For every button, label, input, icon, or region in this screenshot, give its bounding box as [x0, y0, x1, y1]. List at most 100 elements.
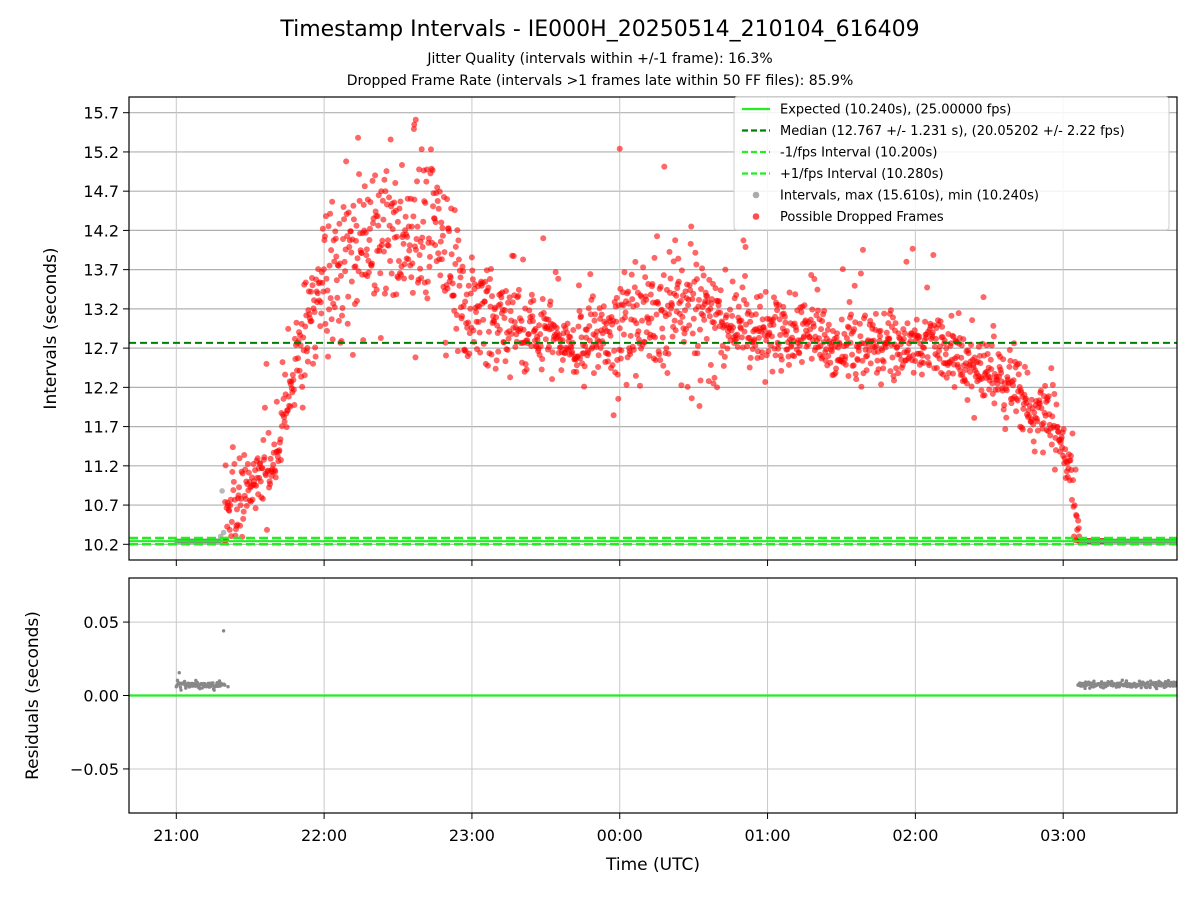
dropped-frame-point — [675, 278, 682, 285]
dropped-frame-point — [673, 292, 680, 299]
dropped-frame-point — [859, 357, 866, 364]
dropped-frame-point — [312, 353, 319, 360]
dropped-frame-point — [409, 260, 416, 267]
dropped-frame-point — [597, 345, 604, 352]
dropped-frame-point — [529, 318, 536, 325]
dropped-frame-point — [919, 352, 926, 359]
dropped-frame-point — [477, 349, 484, 356]
dropped-frame-point — [295, 355, 302, 362]
dropped-frame-point — [791, 353, 798, 360]
legend-swatch-marker — [752, 213, 760, 220]
dropped-frame-point — [929, 329, 936, 336]
dropped-frame-point — [947, 340, 954, 347]
dropped-frame-point — [825, 321, 832, 328]
dropped-frame-point — [667, 275, 674, 282]
dropped-frame-point — [661, 163, 668, 170]
intervals-plot-area — [129, 116, 1177, 546]
dropped-frame-point — [228, 518, 235, 525]
dropped-frame-point — [613, 294, 620, 301]
dropped-frame-point — [660, 362, 667, 369]
dropped-frame-point — [363, 252, 370, 259]
dropped-frame-point — [814, 286, 821, 293]
dropped-frame-point — [987, 356, 994, 363]
dropped-frame-point — [670, 258, 677, 265]
dropped-frame-point — [696, 402, 703, 409]
dropped-frame-point — [439, 224, 446, 231]
dropped-frame-point — [939, 323, 946, 330]
dropped-frame-point — [692, 249, 699, 256]
dropped-frame-point — [540, 235, 547, 242]
dropped-frame-point — [640, 264, 647, 271]
dropped-frame-point — [1038, 405, 1045, 412]
dropped-frame-point — [317, 299, 324, 306]
intervals-y-tick-label: 14.2 — [83, 221, 119, 240]
interval-point — [219, 488, 225, 494]
dropped-frame-point — [858, 383, 865, 390]
dropped-frame-point — [302, 323, 309, 330]
dropped-frame-point — [811, 276, 818, 283]
dropped-frame-point — [646, 352, 653, 359]
dropped-frame-point — [886, 335, 893, 342]
dropped-frame-point — [653, 311, 660, 318]
dropped-frame-point — [591, 317, 598, 324]
dropped-frame-point — [1013, 408, 1020, 415]
dropped-frame-point — [528, 291, 535, 298]
dropped-frame-point — [289, 371, 296, 378]
dropped-frame-point — [345, 209, 352, 216]
dropped-frame-point — [1040, 420, 1047, 427]
dropped-frame-point — [412, 354, 419, 361]
dropped-frame-point — [332, 228, 339, 235]
dropped-frame-point — [949, 370, 956, 377]
dropped-frame-point — [422, 289, 429, 296]
dropped-frame-point — [450, 292, 457, 299]
dropped-frame-point — [633, 320, 640, 327]
dropped-frame-point — [553, 324, 560, 331]
dropped-frame-point — [851, 326, 858, 333]
dropped-frame-point — [388, 270, 395, 277]
intervals-y-ticks: 10.2 10.7 11.2 11.7 12.2 12.7 13.2 13.7 14.2 14.7… — [83, 104, 129, 554]
dropped-frame-point — [669, 301, 676, 308]
dropped-frame-point — [459, 313, 466, 320]
dropped-frame-point — [404, 233, 411, 240]
dropped-frame-point — [446, 228, 453, 235]
dropped-frame-point — [386, 194, 393, 201]
dropped-frame-point — [1006, 363, 1013, 370]
dropped-frame-point — [697, 326, 704, 333]
dropped-frame-point — [300, 334, 307, 341]
dropped-frame-point — [438, 256, 445, 263]
residual-point — [1120, 678, 1125, 682]
dropped-frame-point — [866, 347, 873, 354]
dropped-frame-point — [448, 251, 455, 258]
dropped-frame-point — [1048, 441, 1055, 448]
dropped-frame-point — [540, 309, 547, 316]
dropped-frame-point — [452, 261, 459, 268]
dropped-frame-point — [723, 312, 730, 319]
dropped-frame-point — [349, 351, 356, 358]
dropped-frame-point — [853, 376, 860, 383]
dropped-frame-point — [762, 378, 769, 385]
dropped-frame-point — [904, 320, 911, 327]
dropped-frame-point — [365, 269, 372, 276]
dropped-frame-point — [1000, 356, 1007, 363]
dropped-frame-point — [418, 275, 425, 282]
intervals-y-tick-label: 12.7 — [83, 339, 119, 358]
dropped-frame-point — [352, 237, 359, 244]
dropped-frame-point — [587, 271, 594, 278]
x-ticks: 21:00 22:00 23:00 00:00 01:00 02:00 03:00 — [153, 560, 1086, 845]
dropped-frame-point — [873, 342, 880, 349]
dropped-frame-point — [338, 312, 345, 319]
dropped-frame-point — [964, 397, 971, 404]
dropped-frame-point — [230, 487, 237, 494]
dropped-frame-point — [308, 318, 315, 325]
dropped-frame-point — [346, 244, 353, 251]
dropped-frame-point — [468, 254, 475, 261]
dropped-frame-point — [751, 336, 758, 343]
dropped-frame-point — [613, 318, 620, 325]
residual-point — [1083, 686, 1087, 691]
dropped-frame-point — [618, 347, 625, 354]
dropped-frame-point — [567, 333, 574, 340]
dropped-frame-point — [1037, 387, 1044, 394]
dropped-frame-point — [672, 237, 679, 244]
dropped-frame-point — [249, 496, 256, 503]
